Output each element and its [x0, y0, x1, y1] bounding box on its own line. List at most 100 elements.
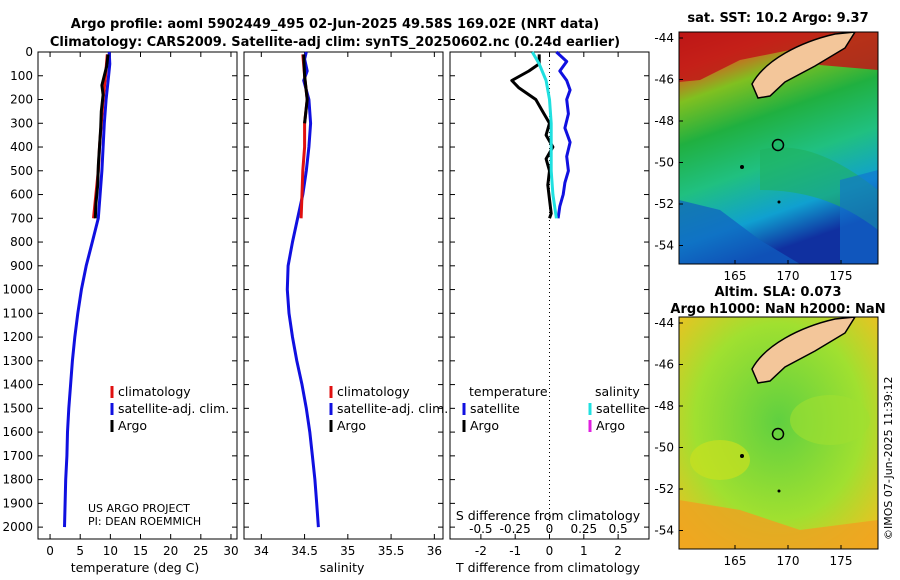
depth-tick-label: 1500	[2, 401, 33, 415]
x2-tick-label: 0.5	[609, 522, 628, 536]
sla-map-title: Altim. SLA: 0.073	[715, 285, 842, 300]
x2-tick-label: 0	[546, 522, 554, 536]
map-lat-label: -48	[654, 114, 674, 128]
salinity-axis-ticks: 34 34.5 35 35.5 36	[254, 52, 442, 558]
x-tick-label: -1	[509, 544, 521, 558]
map-lat-label: -52	[654, 197, 674, 211]
legend-title-salinity: salinity	[595, 384, 640, 399]
map-lon-label: 175	[830, 554, 853, 568]
depth-tick-label: 2000	[2, 520, 33, 534]
project-credit: US ARGO PROJECT	[88, 502, 190, 515]
x2-tick-label: -0.5	[469, 522, 492, 536]
depth-tick-label: 500	[10, 164, 33, 178]
series-line-argo	[302, 54, 309, 124]
depth-tick-label: 900	[10, 259, 33, 273]
temperature-series	[63, 51, 112, 528]
x-tick-label: 35.5	[378, 544, 405, 558]
pi-credit: PI: DEAN ROEMMICH	[88, 515, 201, 528]
series-line-temperature-argo	[510, 54, 555, 219]
sla-map	[679, 317, 878, 549]
legend-label-climatology: climatology	[118, 384, 191, 399]
map-lat-label: -50	[654, 441, 674, 455]
depth-tick-label: 1100	[2, 306, 33, 320]
imos-watermark: ©IMOS 07-Jun-2025 11:39:12	[882, 376, 895, 540]
sst-map-ticks: -44 -46 -48 -50 -52 -54 165 170 175	[654, 31, 852, 283]
x-tick-label: 35	[340, 544, 355, 558]
legend-label-t-satellite: satellite	[470, 401, 520, 416]
map-lon-label: 165	[724, 269, 747, 283]
temperature-axis-label: temperature (deg C)	[71, 560, 200, 575]
sla-map-subtitle: Argo h1000: NaN h2000: NaN	[670, 302, 885, 317]
difference-legend: temperature salinity satellite Argo sate…	[462, 384, 646, 433]
x-tick-label: 5	[76, 544, 84, 558]
depth-tick-label: 100	[10, 69, 33, 83]
salinity-panel	[243, 51, 444, 540]
x-tick-label: 34	[254, 544, 269, 558]
x-tick-label: 2	[614, 544, 622, 558]
temperature-panel	[37, 51, 238, 540]
series-line-salinity-satellite	[531, 51, 558, 219]
x-tick-label: 30	[223, 544, 238, 558]
x-tick-label: 1	[580, 544, 588, 558]
depth-tick-label: 1900	[2, 496, 33, 510]
x-tick-label: 36	[427, 544, 442, 558]
depth-tick-label: 1400	[2, 378, 33, 392]
depth-tick-label: 1000	[2, 283, 33, 297]
x2-tick-label: -0.25	[500, 522, 531, 536]
difference-axis-ticks: -2 -1 0 1 2	[475, 52, 622, 558]
depth-tick-label: 200	[10, 93, 33, 107]
legend-label-satellite: satellite-adj. clim.	[118, 401, 229, 416]
landmass	[751, 317, 856, 384]
legend-label-t-argo: Argo	[470, 418, 499, 433]
depth-tick-label: 400	[10, 140, 33, 154]
temperature-legend: climatology satellite-adj. clim. Argo	[110, 384, 229, 433]
sla-map-frame	[678, 316, 879, 550]
map-lon-label: 170	[777, 269, 800, 283]
depth-tick-label: 300	[10, 116, 33, 130]
depth-tick-label: 1300	[2, 354, 33, 368]
series-line-argo	[93, 54, 110, 219]
map-lat-label: -44	[654, 316, 674, 330]
title-line-1: Argo profile: aoml 5902449_495 02-Jun-20…	[71, 17, 599, 32]
map-lat-label: -46	[654, 73, 674, 87]
x-tick-label: 20	[163, 544, 178, 558]
map-lat-label: -54	[654, 524, 674, 538]
landmass	[751, 32, 856, 99]
sla-map-ticks: -44 -46 -48 -50 -52 -54 165 170 175	[654, 316, 852, 568]
depth-tick-label: 800	[10, 235, 33, 249]
sst-map	[679, 32, 878, 264]
x-tick-label: 10	[103, 544, 118, 558]
series-line-satellite-adj-clim-	[285, 51, 320, 528]
legend-title-temperature: temperature	[469, 384, 548, 399]
map-lon-label: 165	[724, 554, 747, 568]
x-tick-label: 25	[193, 544, 208, 558]
depth-tick-label: 600	[10, 188, 33, 202]
series-line-temperature-satellite	[555, 50, 572, 219]
x-tick-label: 15	[133, 544, 148, 558]
argo-position-marker	[771, 138, 785, 152]
map-lat-label: -48	[654, 399, 674, 413]
depth-tick-label: 0	[25, 45, 33, 59]
depth-tick-label: 1200	[2, 330, 33, 344]
t-difference-axis-label: T difference from climatology	[455, 560, 641, 575]
salinity-legend: climatology satellite-adj. clim. Argo	[329, 384, 448, 433]
x-tick-label: 34.5	[291, 544, 318, 558]
depth-tick-label: 700	[10, 211, 33, 225]
map-lat-label: -50	[654, 156, 674, 170]
sst-map-frame	[678, 31, 879, 265]
temperature-axis-ticks: 0 5 10 15 20 25 30	[46, 52, 239, 558]
map-lat-label: -54	[654, 239, 674, 253]
depth-axis-ticks: 0 100 200 300 400 500 600 700 800 900 1000 1100 1200…	[2, 45, 649, 534]
sst-map-title: sat. SST: 10.2 Argo: 9.37	[687, 11, 868, 26]
salinity-difference-axis-ticks: -0.5 -0.25 0 0.25 0.5	[469, 522, 627, 536]
series-line-satellite-adj-clim-	[63, 51, 112, 528]
s-difference-axis-label: S difference from climatology	[456, 508, 641, 523]
map-lat-label: -46	[654, 358, 674, 372]
map-lat-label: -44	[654, 31, 674, 45]
depth-tick-label: 1600	[2, 425, 33, 439]
x2-tick-label: 0.25	[570, 522, 597, 536]
salinity-series	[285, 51, 320, 528]
x-tick-label: 0	[546, 544, 554, 558]
legend-label-argo: Argo	[337, 418, 366, 433]
